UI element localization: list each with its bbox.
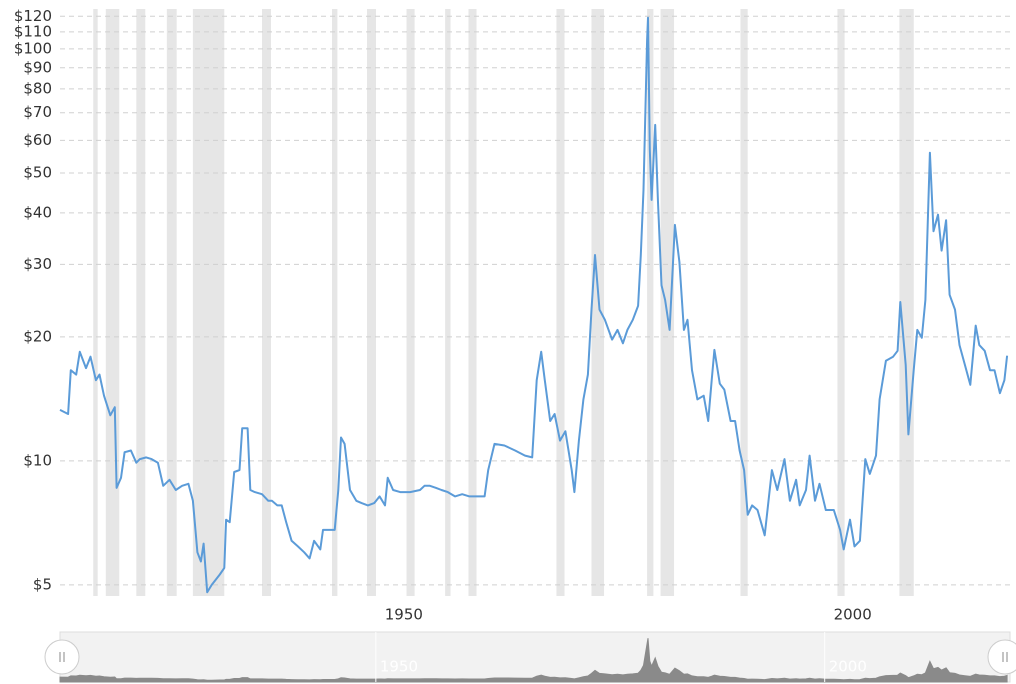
recession-band [406,9,415,596]
navigator-handle[interactable] [987,639,1016,675]
recession-band [837,9,845,596]
y-tick-label: $100 [14,39,52,57]
recession-band [261,9,271,596]
navigator-area [59,638,1008,683]
recession-band [136,9,146,596]
recession-band [647,9,654,596]
recession-band [105,9,120,596]
recession-band [166,9,177,596]
y-tick-label: $30 [23,255,52,273]
recession-band [556,9,565,596]
recession-band [660,9,675,596]
navigator-tick-label: 2000 [829,658,867,676]
y-tick-label: $110 [14,22,52,40]
recession-band [93,9,98,596]
x-tick-label: 2000 [834,606,872,624]
price-line [59,16,1009,594]
y-tick-label: $60 [23,131,52,149]
recession-band [468,9,477,596]
recession-band [192,9,225,596]
recession-band [591,9,605,596]
navigator-tick-label: 1950 [380,658,418,676]
recession-band [899,9,914,596]
navigator-handle[interactable] [44,639,80,675]
recession-band [445,9,451,596]
y-tick-label: $20 [23,327,52,345]
y-tick-label: $10 [23,451,52,469]
x-tick-label: 1950 [385,606,423,624]
recession-band [332,9,338,596]
y-tick-label: $50 [23,163,52,181]
y-tick-label: $90 [23,58,52,76]
y-tick-label: $40 [23,203,52,221]
y-tick-label: $120 [14,7,52,25]
y-tick-label: $5 [33,575,52,593]
y-tick-label: $80 [23,79,52,97]
navigator[interactable] [59,631,1011,683]
y-tick-label: $70 [23,103,52,121]
recession-band [740,9,748,596]
recession-band [367,9,376,596]
